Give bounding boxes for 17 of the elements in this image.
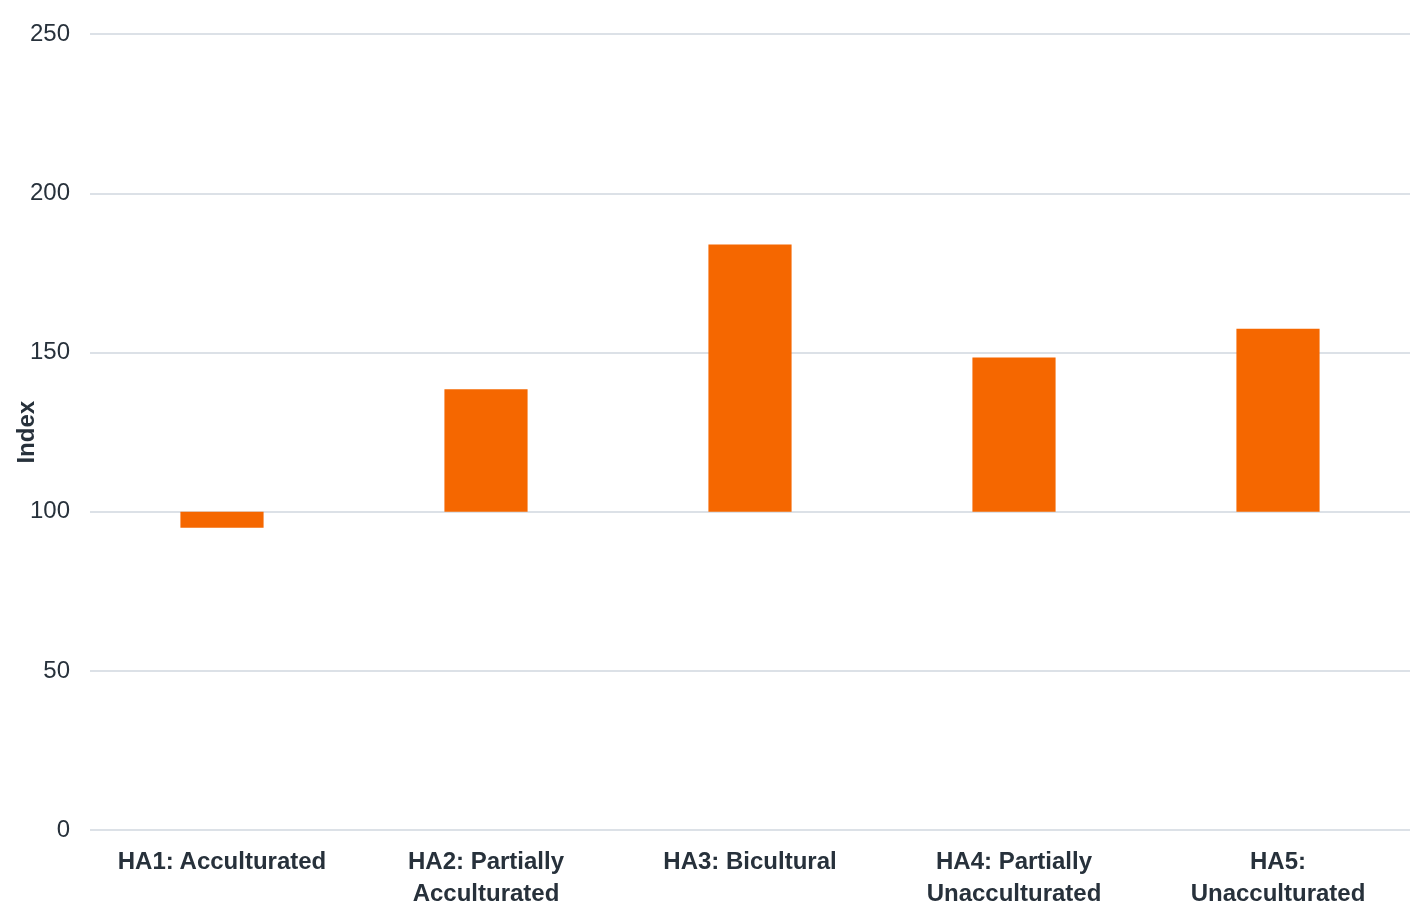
y-axis-title: Index	[12, 400, 40, 464]
bar	[180, 511, 264, 528]
x-tick-label: HA5: Unacculturated	[1190, 846, 1366, 906]
y-tick-label: 0	[56, 814, 70, 842]
x-tick-label: HA2: Partially Acculturated	[407, 846, 565, 906]
bar	[972, 357, 1056, 512]
y-tick-label: 200	[29, 178, 70, 206]
bar	[444, 389, 528, 512]
bar	[1236, 328, 1320, 512]
y-tick-label: 50	[43, 655, 70, 683]
y-tick-label: 150	[29, 337, 70, 365]
y-tick-label: 250	[29, 19, 70, 47]
y-tick-label: 100	[29, 496, 70, 524]
bar	[708, 244, 792, 512]
x-tick-label: HA1: Acculturated	[117, 846, 327, 874]
x-tick-label: HA4: Partially Unacculturated	[926, 846, 1102, 906]
x-tick-label: HA3: Bicultural	[663, 846, 837, 874]
